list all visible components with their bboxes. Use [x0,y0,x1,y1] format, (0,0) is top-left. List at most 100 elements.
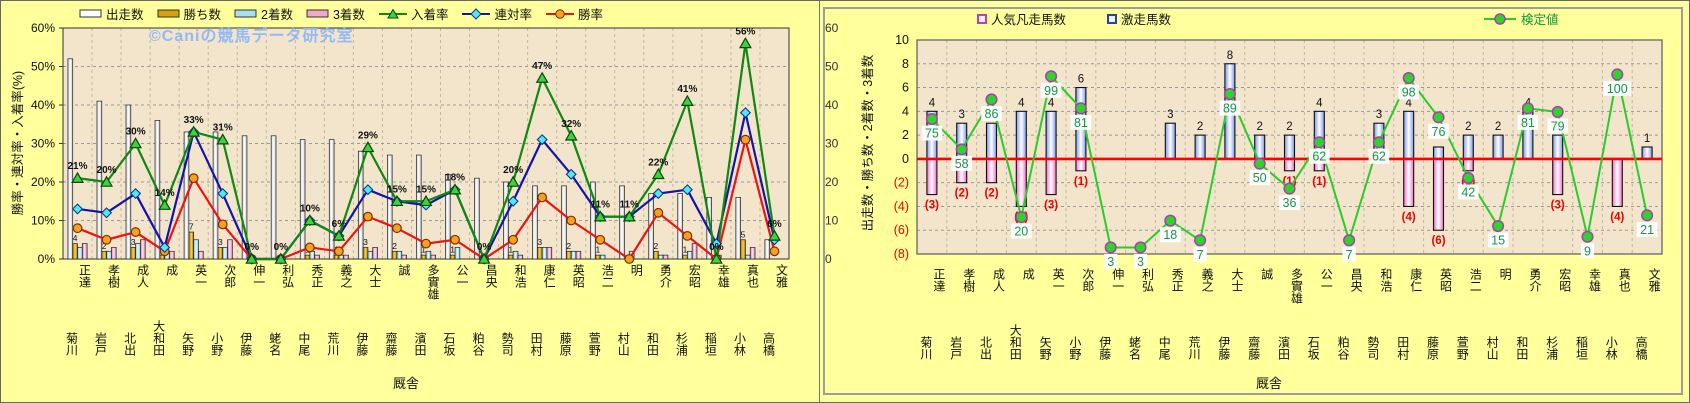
bar [445,173,451,260]
kentei-marker [1015,211,1028,224]
right-chart-panel[interactable] [819,1,1689,402]
bar-bonso [1045,158,1057,196]
legend-item-thirds: 3着数 [306,4,365,23]
starts-swatch-icon [79,9,102,18]
bar [449,254,456,260]
svg-text:5: 5 [741,229,746,239]
x-label-trainer: 秀正 中尾 [296,264,324,356]
watermark: ©Caniの競馬データ研究室 [149,28,354,45]
svg-text:81: 81 [1074,116,1088,130]
bar-gekiso [1462,134,1474,160]
bar [72,243,78,260]
bar [135,243,141,260]
bar [657,254,664,260]
x-label-trainer: 孝樹 岩戸 [948,268,976,360]
svg-text:62: 62 [1372,150,1386,164]
wins-swatch-icon [157,9,180,18]
svg-text:6%: 6% [332,219,347,230]
bar [130,247,136,260]
bar [299,139,306,260]
kentei-marker [1521,102,1534,115]
svg-text:(3): (3) [925,200,939,212]
x-label-trainer: 明村山 [616,264,644,356]
svg-text:41%: 41% [677,84,697,95]
x-label-trainer: 昌央 粕谷 [471,264,499,356]
svg-text:89: 89 [1223,102,1237,116]
bar-bonso [1432,158,1445,231]
x-label-trainer: 利弘 蛯名 [1127,268,1155,360]
svg-text:32%: 32% [561,119,581,130]
legend-label: 連対率 [494,8,532,22]
bar [749,247,756,260]
svg-text:10: 10 [825,214,839,228]
bar-gekiso [985,122,998,160]
kentei-marker [1104,241,1117,254]
legend-label: 激走馬数 [1121,13,1172,27]
right-chart-frame [823,7,1683,395]
bar [67,58,74,260]
bar [512,250,519,260]
bar [570,250,577,260]
svg-text:3: 3 [131,237,136,247]
bar [217,247,224,260]
svg-text:0%: 0% [38,252,56,266]
svg-text:6%: 6% [767,219,782,230]
svg-text:3: 3 [1107,255,1114,269]
bar [169,250,175,260]
thirds-swatch-icon [306,9,329,18]
bar-gekiso [1164,122,1176,160]
svg-text:2: 2 [392,241,397,251]
left-chart: 60%50%40%30%20%10%0%60504030201004231731… [31,21,839,266]
x-label-trainer: 公一 石坂 [442,264,470,356]
bar [575,250,582,260]
x-label-trainer: 真也 小林 [732,264,760,356]
svg-text:2: 2 [1256,121,1262,133]
bar [372,247,378,260]
bar [691,243,698,260]
bar [416,154,422,260]
bar-gekiso [1492,134,1504,160]
kentei-marker [955,143,968,156]
x-label-trainer: 文雅 高橋 [1634,268,1662,360]
kentei-marker [1223,88,1236,101]
kentei-marker [1134,241,1147,254]
legend-item-place-rate: 入着率 [378,4,448,23]
right-chart-x-axis-title: 厩舎 [1255,376,1282,391]
svg-text:75: 75 [925,127,939,141]
place-rate-line-icon [378,8,407,18]
x-label-trainer: 多實雄 濱田 [413,264,440,356]
svg-text:2: 2 [654,241,659,251]
legend-item-bonso: 人気凡走馬数 [976,9,1066,28]
svg-text:33%: 33% [184,115,204,126]
bar-gekiso [1283,134,1296,160]
bar [125,104,132,260]
bar [188,231,195,260]
bar [517,254,524,260]
bar [396,250,403,260]
bar [537,247,543,260]
svg-text:(1): (1) [1074,176,1088,188]
svg-text:2: 2 [102,241,107,251]
svg-text:(8): (8) [894,247,909,261]
right-chart-x-labels: 正達 菊川 孝樹 岩戸 成人 北出成大和田 英一 矢野 次郎 小野 伸一 伊藤 利弘 蛯名 秀正 中尾 義之 荒川… [917,266,1662,362]
x-label-trainer: 英昭 藤原 [1425,268,1453,360]
x-label-trainer: 浩二 萱野 [1455,268,1483,360]
legend-label: 2着数 [261,8,293,22]
svg-text:0%: 0% [477,242,492,253]
x-label-trainer: 和浩 勢司 [500,264,528,356]
kentei-marker [1432,111,1445,124]
bar [401,254,407,260]
svg-text:6: 6 [902,81,909,95]
bar [662,254,669,260]
bar-gekiso [1015,110,1027,160]
kentei-marker [1164,214,1177,227]
svg-text:1: 1 [683,245,688,255]
left-chart-y-axis-title: 勝率・連対率・入着率(%) [11,70,25,216]
svg-text:36: 36 [1283,196,1297,210]
svg-text:3: 3 [1376,109,1382,121]
kentei-marker [1581,230,1594,243]
svg-text:3: 3 [218,237,223,247]
bar-bonso [1075,158,1087,172]
bar [420,254,427,260]
